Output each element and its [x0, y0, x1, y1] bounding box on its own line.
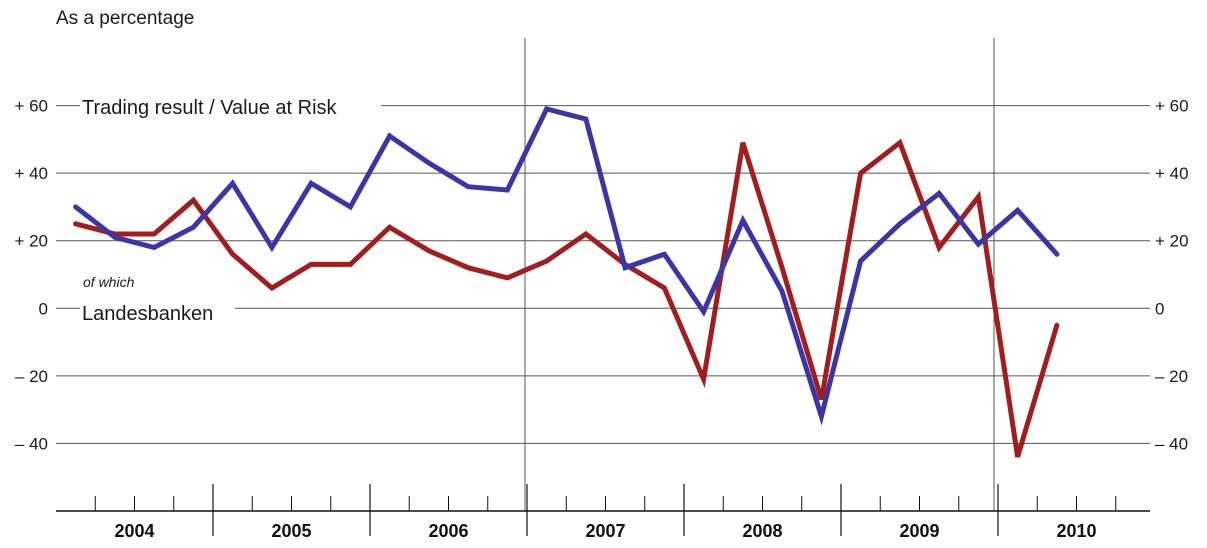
y-tick-label-right: + 40 [1155, 164, 1189, 183]
y-tick-label-right: 0 [1155, 299, 1164, 318]
y-tick-label-left: + 20 [14, 232, 48, 251]
x-tick-label-year: 2004 [114, 521, 154, 541]
y-tick-label-right: – 20 [1155, 367, 1188, 386]
x-tick-label-year: 2009 [899, 521, 939, 541]
series-label-red: Landesbanken [82, 303, 213, 325]
x-tick-label-year: 2005 [271, 521, 311, 541]
y-tick-label-left: – 20 [15, 367, 48, 386]
series-note-red: of which [83, 274, 135, 290]
series-label-blue: Trading result / Value at Risk [82, 97, 338, 119]
x-tick-label-year: 2007 [585, 521, 625, 541]
series-label-bg-red [80, 298, 235, 325]
y-tick-label-left: 0 [39, 299, 48, 318]
x-tick-label-year: 2008 [742, 521, 782, 541]
series-line-trading-result [73, 105, 1060, 426]
x-tick-label-year: 2006 [428, 521, 468, 541]
y-tick-label-left: – 40 [15, 434, 48, 453]
y-tick-label-right: + 60 [1155, 97, 1189, 116]
x-tick-label-year: 2010 [1056, 521, 1096, 541]
series-lines [73, 105, 1060, 458]
series-label-bg-blue [80, 94, 381, 121]
left-tick-labels: + 60 + 40 + 20 0 – 20 – 40 [14, 97, 48, 454]
year-labels: 2004 2005 2006 2007 2008 2009 2010 [114, 521, 1096, 541]
series-line-landesbanken [73, 138, 1060, 458]
right-tick-labels: + 60 + 40 + 20 0 – 20 – 40 [1155, 97, 1189, 454]
y-tick-label-left: + 60 [14, 97, 48, 116]
quarter-ticks [94, 484, 1117, 536]
y-tick-label-left: + 40 [14, 164, 48, 183]
y-tick-label-right: – 40 [1155, 434, 1188, 453]
y-tick-label-right: + 20 [1155, 232, 1189, 251]
unit-label: As a percentage [56, 8, 194, 29]
year-dividers [524, 38, 995, 511]
grid-lines [56, 105, 1150, 444]
